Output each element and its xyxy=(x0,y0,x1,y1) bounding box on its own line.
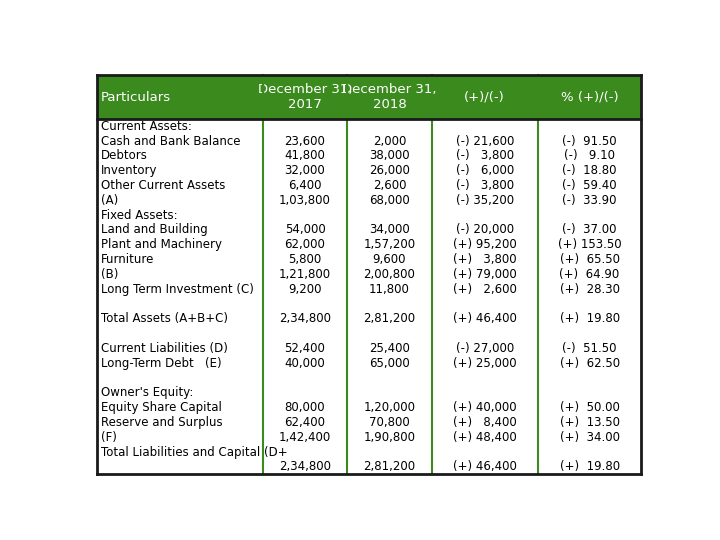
Text: (+) 153.50: (+) 153.50 xyxy=(558,238,621,251)
Text: Debtors: Debtors xyxy=(101,150,148,163)
Text: (-)  33.90: (-) 33.90 xyxy=(562,194,617,207)
Text: 23,600: 23,600 xyxy=(284,134,325,147)
Text: (-)  18.80: (-) 18.80 xyxy=(562,164,617,177)
Text: 2,000: 2,000 xyxy=(373,134,406,147)
Text: (+)  19.80: (+) 19.80 xyxy=(559,461,620,474)
Text: 41,800: 41,800 xyxy=(284,150,325,163)
Text: Fixed Assets:: Fixed Assets: xyxy=(101,208,178,221)
Text: (-) 20,000: (-) 20,000 xyxy=(456,224,514,237)
Text: 2,00,800: 2,00,800 xyxy=(364,268,415,281)
Text: 1,21,800: 1,21,800 xyxy=(279,268,331,281)
Text: (F): (F) xyxy=(101,431,117,444)
Text: Total Liabilities and Capital (D+: Total Liabilities and Capital (D+ xyxy=(101,446,288,458)
Text: (-)  37.00: (-) 37.00 xyxy=(562,224,617,237)
Text: Long Term Investment (C): Long Term Investment (C) xyxy=(101,283,254,296)
Text: (+)  13.50: (+) 13.50 xyxy=(559,416,620,429)
Text: (+) 95,200: (+) 95,200 xyxy=(453,238,517,251)
Text: 80,000: 80,000 xyxy=(284,401,325,414)
Text: (+) 25,000: (+) 25,000 xyxy=(453,357,516,370)
Text: (+) 46,400: (+) 46,400 xyxy=(453,461,517,474)
Text: 52,400: 52,400 xyxy=(284,342,325,355)
Text: (-)  91.50: (-) 91.50 xyxy=(562,134,617,147)
Text: (A): (A) xyxy=(101,194,118,207)
Text: 5,800: 5,800 xyxy=(289,253,322,266)
Text: 68,000: 68,000 xyxy=(369,194,410,207)
Text: 2,600: 2,600 xyxy=(373,179,406,192)
Text: (B): (B) xyxy=(101,268,118,281)
Text: Current Liabilities (D): Current Liabilities (D) xyxy=(101,342,228,355)
Text: 26,000: 26,000 xyxy=(369,164,410,177)
Text: 62,400: 62,400 xyxy=(284,416,325,429)
Text: (+)  34.00: (+) 34.00 xyxy=(559,431,620,444)
Text: 1,20,000: 1,20,000 xyxy=(364,401,415,414)
Text: Inventory: Inventory xyxy=(101,164,158,177)
Text: 11,800: 11,800 xyxy=(369,283,410,296)
Text: 2,34,800: 2,34,800 xyxy=(279,312,331,325)
Bar xyxy=(96,75,642,119)
Text: (-) 21,600: (-) 21,600 xyxy=(456,134,514,147)
Text: (+)  19.80: (+) 19.80 xyxy=(559,312,620,325)
Text: (+) 48,400: (+) 48,400 xyxy=(453,431,517,444)
Text: December 31,
2018: December 31, 2018 xyxy=(342,83,436,111)
Text: Plant and Machinery: Plant and Machinery xyxy=(101,238,222,251)
Text: (-)  51.50: (-) 51.50 xyxy=(562,342,617,355)
Text: Equity Share Capital: Equity Share Capital xyxy=(101,401,222,414)
Text: % (+)/(-): % (+)/(-) xyxy=(561,91,618,104)
Text: 1,90,800: 1,90,800 xyxy=(364,431,415,444)
Text: 34,000: 34,000 xyxy=(369,224,410,237)
Text: 2,81,200: 2,81,200 xyxy=(364,461,415,474)
Text: (-) 35,200: (-) 35,200 xyxy=(456,194,514,207)
Text: (+)/(-): (+)/(-) xyxy=(464,91,505,104)
Text: Long-Term Debt   (E): Long-Term Debt (E) xyxy=(101,357,222,370)
Text: 2,81,200: 2,81,200 xyxy=(364,312,415,325)
Text: (+)   3,800: (+) 3,800 xyxy=(453,253,516,266)
Text: 54,000: 54,000 xyxy=(284,224,325,237)
Text: (+) 40,000: (+) 40,000 xyxy=(453,401,516,414)
Text: 25,400: 25,400 xyxy=(369,342,410,355)
Text: 1,57,200: 1,57,200 xyxy=(364,238,415,251)
Text: (+) 46,400: (+) 46,400 xyxy=(453,312,517,325)
Text: Cash and Bank Balance: Cash and Bank Balance xyxy=(101,134,240,147)
Text: (+)  64.90: (+) 64.90 xyxy=(559,268,620,281)
Text: (+)  62.50: (+) 62.50 xyxy=(559,357,620,370)
Text: Total Assets (A+B+C): Total Assets (A+B+C) xyxy=(101,312,228,325)
Text: 1,03,800: 1,03,800 xyxy=(279,194,331,207)
Text: 9,200: 9,200 xyxy=(288,283,322,296)
Text: 32,000: 32,000 xyxy=(284,164,325,177)
Text: (+)  65.50: (+) 65.50 xyxy=(559,253,620,266)
Text: (-)   3,800: (-) 3,800 xyxy=(456,150,514,163)
Text: 65,000: 65,000 xyxy=(369,357,410,370)
Text: Current Assets:: Current Assets: xyxy=(101,120,192,133)
Text: 38,000: 38,000 xyxy=(369,150,410,163)
Text: (+)   8,400: (+) 8,400 xyxy=(453,416,517,429)
Text: 1,42,400: 1,42,400 xyxy=(279,431,331,444)
Text: (-)  59.40: (-) 59.40 xyxy=(562,179,617,192)
Text: Owner's Equity:: Owner's Equity: xyxy=(101,387,194,400)
Text: (+)  50.00: (+) 50.00 xyxy=(559,401,619,414)
Text: December 31,
2017: December 31, 2017 xyxy=(258,83,352,111)
Text: Furniture: Furniture xyxy=(101,253,154,266)
Text: 62,000: 62,000 xyxy=(284,238,325,251)
Text: (-)   6,000: (-) 6,000 xyxy=(456,164,514,177)
Text: (-)   9.10: (-) 9.10 xyxy=(564,150,615,163)
Text: Particulars: Particulars xyxy=(101,91,171,104)
Text: 9,600: 9,600 xyxy=(373,253,406,266)
Text: (+)   2,600: (+) 2,600 xyxy=(453,283,517,296)
Text: Reserve and Surplus: Reserve and Surplus xyxy=(101,416,222,429)
Text: (+)  28.30: (+) 28.30 xyxy=(559,283,620,296)
Text: Land and Building: Land and Building xyxy=(101,224,208,237)
Text: (-) 27,000: (-) 27,000 xyxy=(456,342,514,355)
Text: (+) 79,000: (+) 79,000 xyxy=(453,268,517,281)
Text: 2,34,800: 2,34,800 xyxy=(279,461,331,474)
Text: 40,000: 40,000 xyxy=(284,357,325,370)
Bar xyxy=(96,119,642,474)
Text: 70,800: 70,800 xyxy=(369,416,410,429)
Text: Other Current Assets: Other Current Assets xyxy=(101,179,225,192)
Text: (-)   3,800: (-) 3,800 xyxy=(456,179,514,192)
Text: 6,400: 6,400 xyxy=(288,179,322,192)
